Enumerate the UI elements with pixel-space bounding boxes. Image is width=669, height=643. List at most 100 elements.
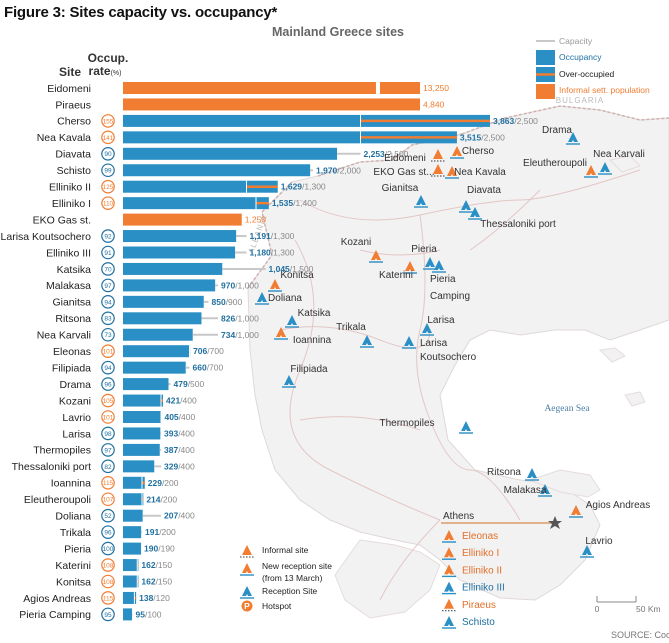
occupancy-rate-circle — [101, 163, 115, 178]
map-place-label: Nea Karvali — [593, 149, 645, 160]
occupancy-bar — [123, 262, 223, 275]
site-label: Thermopiles — [33, 445, 91, 457]
occupancy-value: 329 — [164, 461, 178, 471]
occupancy-bar — [123, 575, 139, 588]
chart-row: Trikala 96 191/200 — [60, 525, 176, 539]
occupancy-value: 162 — [141, 577, 155, 587]
occupancy-bar — [123, 460, 155, 473]
border-fyrom — [317, 133, 463, 177]
peloponnese-landmass — [334, 539, 441, 619]
informal-site-icon — [431, 149, 445, 162]
new-site-icon — [442, 530, 456, 543]
capacity-value: /2,500 — [481, 132, 505, 142]
tent-shape — [447, 166, 457, 176]
site-label: Elliniko II — [49, 182, 91, 194]
occupancy-value: 190 — [144, 544, 158, 554]
site-label: Eidomeni — [47, 83, 91, 95]
tent-door — [575, 513, 577, 515]
occupancy-value: 3,515 — [460, 132, 482, 142]
chart-row: Nea Kavala 141 3,515/2,500 — [37, 130, 505, 145]
chart-row: Malakasa 97 970/1,000 — [46, 278, 259, 292]
athens-site-label: Elliniko II — [462, 565, 502, 576]
site-label: Ritsona — [55, 313, 91, 325]
informal-population-label: 4,840 — [423, 99, 445, 109]
map-place-label: Cherso — [462, 146, 495, 157]
informal-population-bar — [123, 98, 420, 111]
tent-shape — [444, 598, 454, 609]
occupancy-bar — [123, 591, 137, 604]
occupancy-bar — [123, 542, 142, 555]
occupancy-rate-circle — [101, 295, 115, 309]
tent-door — [604, 170, 606, 172]
occupancy-rate-circle — [101, 410, 115, 424]
island — [608, 155, 641, 173]
site-label: Nea Karvali — [37, 330, 91, 342]
road-line — [289, 239, 441, 521]
tent-door — [465, 429, 467, 431]
reception-site-icon — [282, 375, 296, 388]
occupancy-bar — [123, 114, 490, 127]
capacity-value: /500 — [188, 379, 205, 389]
occupancy-rate-value: 70 — [104, 266, 112, 273]
tent-shape — [405, 261, 415, 271]
occupancy-bar — [123, 295, 204, 308]
site-label: Gianitsa — [52, 297, 91, 309]
map-place-label: Gianitsa — [382, 183, 419, 194]
site-label: EKO Gas st. — [33, 214, 91, 226]
occupancy-bar — [123, 180, 278, 193]
occupancy-rate-value: 155 — [103, 118, 114, 125]
athens-cluster: Athens Eleonas Elliniko I Elliniko II Ellini… — [441, 511, 562, 629]
occupancy-rate-header: Occup. — [88, 51, 129, 65]
site-label: Drama — [59, 379, 91, 391]
occupancy-value-label: 329/400 — [164, 461, 195, 471]
chart-row: Pieria 100 190/190 — [64, 541, 175, 556]
occupancy-value-label: 229/200 — [148, 478, 179, 488]
tent-door — [448, 572, 450, 575]
reception-site-icon — [525, 468, 539, 481]
occupancy-bar — [123, 559, 139, 572]
legend-informal-label: Informal sett. population — [559, 85, 650, 95]
chart-row: Elliniko II 125 1,629/1,300 — [49, 179, 326, 194]
tent-shape — [444, 530, 454, 540]
new-site-icon — [268, 279, 282, 292]
occupancy-rate-value: 73 — [104, 332, 112, 339]
occupancy-bar — [123, 345, 191, 358]
new-site-icon — [274, 327, 288, 340]
occupancy-bar — [123, 509, 143, 522]
site-label: Elliniko I — [52, 198, 91, 210]
reception-site-icon — [402, 336, 416, 349]
occupancy-value-label: 1,180/1,300 — [250, 248, 295, 258]
chart-row: Thermopiles 97 387/400 — [33, 443, 195, 457]
occupancy-bar — [123, 608, 133, 621]
capacity-value: /150 — [156, 560, 173, 570]
occupancy-value-label: 660/700 — [193, 363, 224, 373]
capacity-value: /2,500 — [514, 116, 538, 126]
site-label: Schisto — [57, 165, 92, 177]
occupancy-rate-circle — [101, 245, 115, 260]
occupancy-value-label: 3,863/2,500 — [493, 116, 538, 126]
occupancy-bar — [123, 230, 237, 243]
occupancy-bar — [123, 328, 193, 341]
occupancy-bar — [123, 411, 162, 423]
reception-site-icon — [580, 545, 594, 558]
map-place-label: Malakasa — [504, 485, 547, 496]
map-place-label: Thessaloniki port — [480, 219, 556, 230]
tent-door — [420, 203, 422, 205]
capacity-value: /400 — [178, 461, 195, 471]
site-label: Lavrio — [62, 412, 91, 424]
map-place-label: Larisa — [427, 315, 455, 326]
occupancy-rate-value: 90 — [104, 151, 112, 158]
occupancy-rate-circle — [101, 262, 115, 276]
occupancy-value-label: 970/1,000 — [221, 280, 259, 290]
tent-door — [544, 492, 546, 494]
chart-row: Eleutheroupoli 107 214/200 — [24, 492, 177, 506]
tent-shape — [404, 336, 414, 346]
occupancy-rate-circle — [101, 541, 115, 556]
occupancy-value-label: 3,515/2,500 — [460, 132, 505, 142]
new-site-icon — [442, 547, 456, 560]
occupancy-rate-unit: (%) — [111, 70, 122, 77]
map-markers: Drama Eleutheroupoli Nea Karvali Eidomeni Ch… — [255, 125, 650, 558]
new-site-icon — [445, 166, 459, 179]
occupancy-value-label: 162/150 — [141, 577, 172, 587]
new-site-icon — [240, 563, 254, 576]
